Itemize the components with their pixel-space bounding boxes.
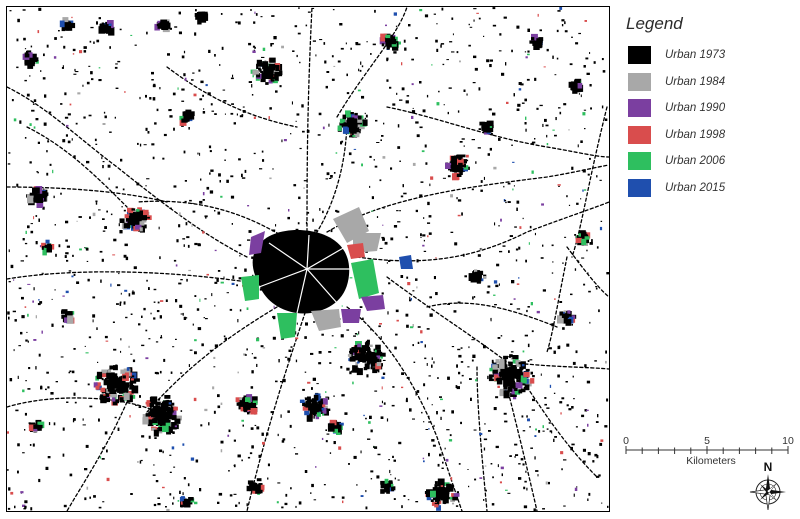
scale-bar: 0 5 10: [623, 435, 794, 454]
urban-growth-map: [7, 7, 609, 511]
scale-tick-0: 0: [623, 435, 629, 447]
legend-label: Urban 1990: [665, 102, 726, 115]
legend: Legend Urban 1973 Urban 1984 Urban 1990 …: [624, 14, 794, 201]
scale-tick-5: 5: [704, 435, 710, 447]
legend-label: Urban 2006: [665, 155, 726, 168]
legend-label: Urban 1998: [665, 128, 726, 141]
town-clusters: [22, 11, 591, 511]
legend-item-urban-1984: Urban 1984: [624, 69, 794, 96]
scale-tick-10: 10: [782, 435, 794, 447]
north-arrow-icon: N: [749, 460, 786, 510]
legend-label: Urban 1984: [665, 75, 726, 88]
legend-item-urban-1990: Urban 1990: [624, 95, 794, 122]
legend-item-urban-1973: Urban 1973: [624, 42, 794, 69]
north-label: N: [764, 460, 773, 474]
legend-item-urban-2006: Urban 2006: [624, 148, 794, 175]
legend-swatch: [628, 125, 651, 144]
city-road-lines: [258, 234, 351, 314]
main-city: [241, 207, 413, 339]
legend-title: Legend: [626, 14, 683, 33]
legend-swatch: [628, 152, 651, 171]
legend-swatch: [628, 99, 651, 118]
legend-label: Urban 1973: [665, 49, 726, 62]
legend-label: Urban 2015: [665, 181, 726, 194]
legend-swatch: [628, 46, 651, 65]
legend-item-urban-2015: Urban 2015: [624, 175, 794, 202]
legend-swatch: [628, 72, 651, 91]
legend-item-urban-1998: Urban 1998: [624, 122, 794, 149]
scale-unit-label: Kilometers: [686, 455, 736, 467]
legend-swatch: [628, 178, 651, 197]
map-frame[interactable]: [6, 6, 610, 512]
